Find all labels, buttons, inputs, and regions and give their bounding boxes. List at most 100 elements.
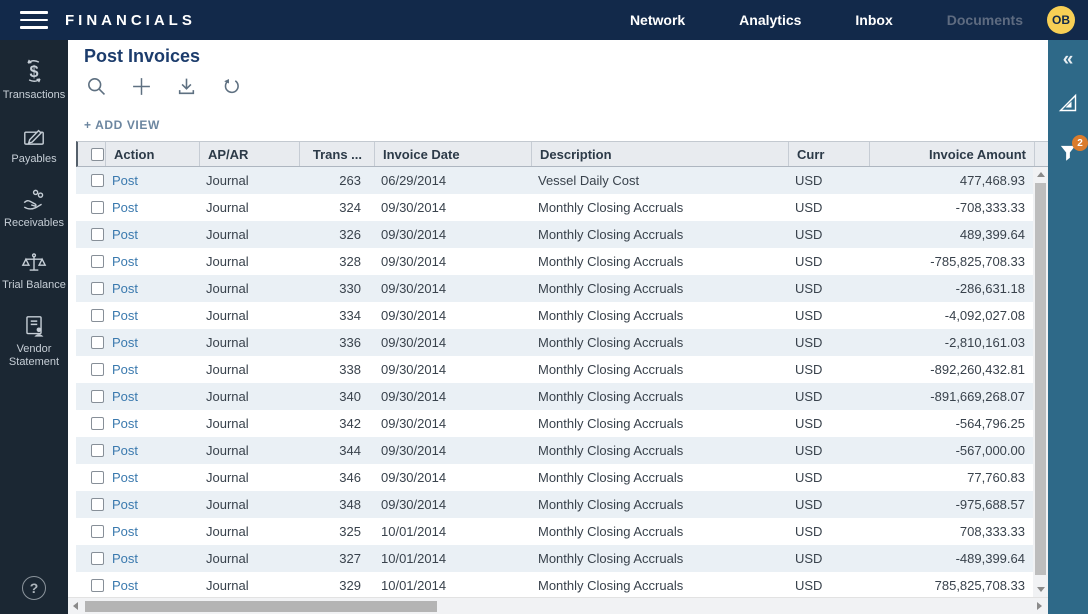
post-link[interactable]: Post bbox=[112, 281, 139, 296]
post-link[interactable]: Post bbox=[112, 335, 139, 350]
table-row[interactable]: Post Journal 340 09/30/2014 Monthly Clos… bbox=[76, 383, 1033, 410]
row-checkbox[interactable] bbox=[91, 228, 104, 241]
table-row[interactable]: Post Journal 263 06/29/2014 Vessel Daily… bbox=[76, 167, 1033, 194]
description-link[interactable]: Monthly Closing Accruals bbox=[538, 281, 684, 296]
post-link[interactable]: Post bbox=[112, 308, 139, 323]
col-action[interactable]: Action bbox=[106, 142, 200, 166]
post-link[interactable]: Post bbox=[112, 524, 139, 539]
col-invoice-amount[interactable]: Invoice Amount bbox=[870, 142, 1035, 166]
scroll-down-arrow[interactable] bbox=[1037, 587, 1045, 592]
description-link[interactable]: Monthly Closing Accruals bbox=[538, 416, 684, 431]
add-icon[interactable] bbox=[131, 76, 152, 102]
user-avatar[interactable]: OB bbox=[1047, 6, 1075, 34]
post-link[interactable]: Post bbox=[112, 443, 139, 458]
description-link[interactable]: Monthly Closing Accruals bbox=[538, 254, 684, 269]
row-checkbox[interactable] bbox=[91, 552, 104, 565]
col-curr[interactable]: Curr bbox=[789, 142, 870, 166]
col-description[interactable]: Description bbox=[532, 142, 789, 166]
post-link[interactable]: Post bbox=[112, 389, 139, 404]
description-link[interactable]: Monthly Closing Accruals bbox=[538, 335, 684, 350]
search-icon[interactable] bbox=[86, 76, 107, 102]
post-link[interactable]: Post bbox=[112, 578, 139, 593]
post-link[interactable]: Post bbox=[112, 227, 139, 242]
col-apar[interactable]: AP/AR bbox=[200, 142, 300, 166]
description-link[interactable]: Monthly Closing Accruals bbox=[538, 524, 684, 539]
horizontal-scroll-thumb[interactable] bbox=[85, 601, 437, 612]
row-checkbox[interactable] bbox=[91, 579, 104, 592]
horizontal-scrollbar[interactable] bbox=[68, 597, 1048, 614]
row-checkbox[interactable] bbox=[91, 444, 104, 457]
sidebar-item-payables[interactable]: Payables bbox=[0, 124, 68, 166]
description-link[interactable]: Monthly Closing Accruals bbox=[538, 551, 684, 566]
row-checkbox[interactable] bbox=[91, 282, 104, 295]
description-link[interactable]: Monthly Closing Accruals bbox=[538, 443, 684, 458]
row-checkbox[interactable] bbox=[91, 336, 104, 349]
nav-analytics[interactable]: Analytics bbox=[739, 12, 802, 28]
table-row[interactable]: Post Journal 346 09/30/2014 Monthly Clos… bbox=[76, 464, 1033, 491]
col-invoice-date[interactable]: Invoice Date bbox=[375, 142, 532, 166]
description-link[interactable]: Monthly Closing Accruals bbox=[538, 200, 684, 215]
row-checkbox[interactable] bbox=[91, 309, 104, 322]
row-checkbox[interactable] bbox=[91, 525, 104, 538]
table-row[interactable]: Post Journal 327 10/01/2014 Monthly Clos… bbox=[76, 545, 1033, 572]
col-trans[interactable]: Trans ... bbox=[300, 142, 375, 166]
description-link[interactable]: Monthly Closing Accruals bbox=[538, 308, 684, 323]
table-row[interactable]: Post Journal 348 09/30/2014 Monthly Clos… bbox=[76, 491, 1033, 518]
nav-network[interactable]: Network bbox=[629, 12, 686, 28]
scroll-right-arrow[interactable] bbox=[1037, 602, 1042, 610]
description-link[interactable]: Monthly Closing Accruals bbox=[538, 389, 684, 404]
table-row[interactable]: Post Journal 342 09/30/2014 Monthly Clos… bbox=[76, 410, 1033, 437]
row-checkbox[interactable] bbox=[91, 174, 104, 187]
table-row[interactable]: Post Journal 338 09/30/2014 Monthly Clos… bbox=[76, 356, 1033, 383]
table-row[interactable]: Post Journal 328 09/30/2014 Monthly Clos… bbox=[76, 248, 1033, 275]
sidebar-item-receivables[interactable]: Receivables bbox=[0, 188, 68, 230]
scroll-left-arrow[interactable] bbox=[73, 602, 78, 610]
post-link[interactable]: Post bbox=[112, 416, 139, 431]
table-row[interactable]: Post Journal 334 09/30/2014 Monthly Clos… bbox=[76, 302, 1033, 329]
table-row[interactable]: Post Journal 336 09/30/2014 Monthly Clos… bbox=[76, 329, 1033, 356]
set-square-icon[interactable] bbox=[1056, 91, 1080, 120]
row-checkbox[interactable] bbox=[91, 390, 104, 403]
scroll-up-arrow[interactable] bbox=[1037, 172, 1045, 177]
table-row[interactable]: Post Journal 326 09/30/2014 Monthly Clos… bbox=[76, 221, 1033, 248]
post-link[interactable]: Post bbox=[112, 551, 139, 566]
row-checkbox[interactable] bbox=[91, 201, 104, 214]
description-link[interactable]: Monthly Closing Accruals bbox=[538, 497, 684, 512]
nav-inbox[interactable]: Inbox bbox=[855, 12, 893, 28]
description-link[interactable]: Monthly Closing Accruals bbox=[538, 227, 684, 242]
table-row[interactable]: Post Journal 324 09/30/2014 Monthly Clos… bbox=[76, 194, 1033, 221]
filter-icon[interactable]: 2 bbox=[1057, 135, 1088, 169]
table-row[interactable]: Post Journal 325 10/01/2014 Monthly Clos… bbox=[76, 518, 1033, 545]
post-link[interactable]: Post bbox=[112, 254, 139, 269]
vertical-scroll-thumb[interactable] bbox=[1035, 183, 1046, 575]
download-icon[interactable] bbox=[176, 76, 197, 102]
sidebar-item-trial-balance[interactable]: Trial Balance bbox=[0, 252, 68, 292]
post-link[interactable]: Post bbox=[112, 497, 139, 512]
row-checkbox[interactable] bbox=[91, 498, 104, 511]
post-link[interactable]: Post bbox=[112, 362, 139, 377]
menu-icon[interactable] bbox=[20, 11, 48, 29]
sidebar-item-vendor-statement[interactable]: Vendor Statement bbox=[0, 314, 68, 369]
row-checkbox[interactable] bbox=[91, 417, 104, 430]
add-view-button[interactable]: + ADD VIEW bbox=[84, 118, 160, 132]
sidebar-label: Trial Balance bbox=[2, 279, 66, 291]
post-link[interactable]: Post bbox=[112, 200, 139, 215]
description-link[interactable]: Monthly Closing Accruals bbox=[538, 470, 684, 485]
description-link[interactable]: Monthly Closing Accruals bbox=[538, 362, 684, 377]
table-row[interactable]: Post Journal 344 09/30/2014 Monthly Clos… bbox=[76, 437, 1033, 464]
post-link[interactable]: Post bbox=[112, 470, 139, 485]
row-checkbox[interactable] bbox=[91, 471, 104, 484]
undo-icon[interactable] bbox=[221, 76, 242, 102]
description-link[interactable]: Vessel Daily Cost bbox=[538, 173, 640, 188]
table-row[interactable]: Post Journal 330 09/30/2014 Monthly Clos… bbox=[76, 275, 1033, 302]
select-all-checkbox[interactable] bbox=[91, 147, 104, 161]
collapse-panel-icon[interactable]: « bbox=[1062, 49, 1074, 70]
row-checkbox[interactable] bbox=[91, 363, 104, 376]
row-checkbox[interactable] bbox=[91, 255, 104, 268]
help-icon[interactable]: ? bbox=[22, 576, 46, 600]
description-link[interactable]: Monthly Closing Accruals bbox=[538, 578, 684, 593]
sidebar-item-transactions[interactable]: $ Transactions bbox=[0, 58, 68, 102]
post-link[interactable]: Post bbox=[112, 173, 139, 188]
table-row[interactable]: Post Journal 329 10/01/2014 Monthly Clos… bbox=[76, 572, 1033, 597]
vertical-scrollbar[interactable] bbox=[1033, 167, 1048, 597]
